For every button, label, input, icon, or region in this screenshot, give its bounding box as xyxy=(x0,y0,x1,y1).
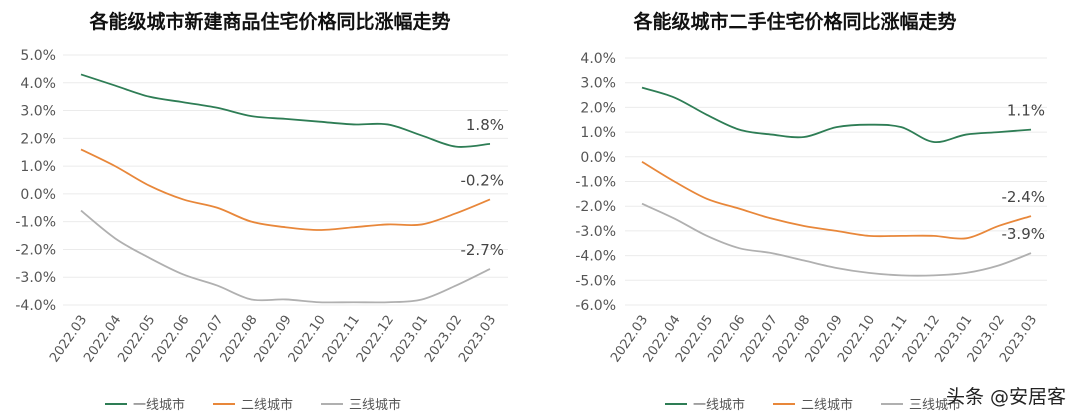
y-tick-label: 4.0% xyxy=(580,51,616,67)
y-tick-label: -1.0% xyxy=(15,215,56,231)
y-tick-label: 1.0% xyxy=(580,125,616,141)
legend-label: 三线城市 xyxy=(909,397,961,413)
legend-label: 一线城市 xyxy=(133,397,185,413)
chart-2: 各能级城市二手住宅价格同比涨幅走势 4.0% 3.0% 2.0% 1.0% 0.0% -1.… xyxy=(575,10,1047,413)
y-tick-label: -1.0% xyxy=(575,175,616,191)
y-tick-label: -3.0% xyxy=(575,224,616,240)
y-tick-label: 2.0% xyxy=(20,131,56,147)
y-tick-label: 5.0% xyxy=(20,48,56,64)
end-data-label: 1.1% xyxy=(1007,102,1045,120)
y-tick-label: -2.0% xyxy=(15,242,56,258)
y-tick-label: -6.0% xyxy=(575,298,616,314)
y-tick-label: 1.0% xyxy=(20,159,56,175)
end-data-label: -0.2% xyxy=(460,171,504,189)
series-line-2 xyxy=(641,160,1032,240)
y-tick-label: 3.0% xyxy=(20,104,56,120)
series-line-3 xyxy=(641,202,1032,277)
legend-label: 三线城市 xyxy=(349,397,401,413)
y-tick-label: 0.0% xyxy=(580,150,616,166)
end-data-label: -2.7% xyxy=(460,241,504,259)
y-tick-label: -3.0% xyxy=(15,270,56,286)
y-tick-label: -4.0% xyxy=(15,298,56,314)
y-tick-label: -4.0% xyxy=(575,249,616,265)
end-data-label: -3.9% xyxy=(1001,225,1045,243)
y-tick-label: 2.0% xyxy=(580,100,616,116)
y-tick-label: -2.0% xyxy=(575,199,616,215)
series-line-2 xyxy=(80,148,491,231)
legend-label: 二线城市 xyxy=(801,397,853,413)
end-data-label: -2.4% xyxy=(1001,188,1045,206)
watermark: 头条 @安居客 xyxy=(945,386,1066,408)
y-tick-label: 0.0% xyxy=(20,187,56,203)
chart-1: 各能级城市新建商品住宅价格同比涨幅走势 5.0% 4.0% 3.0% 2.0% 1.0% 0… xyxy=(15,10,508,413)
series-line-1 xyxy=(641,86,1032,143)
legend-label: 二线城市 xyxy=(241,397,293,413)
chart-title: 各能级城市新建商品住宅价格同比涨幅走势 xyxy=(88,10,450,33)
end-data-label: 1.8% xyxy=(466,116,504,134)
y-tick-label: 4.0% xyxy=(20,76,56,92)
series-line-3 xyxy=(80,209,491,304)
y-tick-label: 3.0% xyxy=(580,76,616,92)
chart-title: 各能级城市二手住宅价格同比涨幅走势 xyxy=(632,10,956,33)
y-tick-label: -5.0% xyxy=(575,273,616,289)
legend-label: 一线城市 xyxy=(693,397,745,413)
